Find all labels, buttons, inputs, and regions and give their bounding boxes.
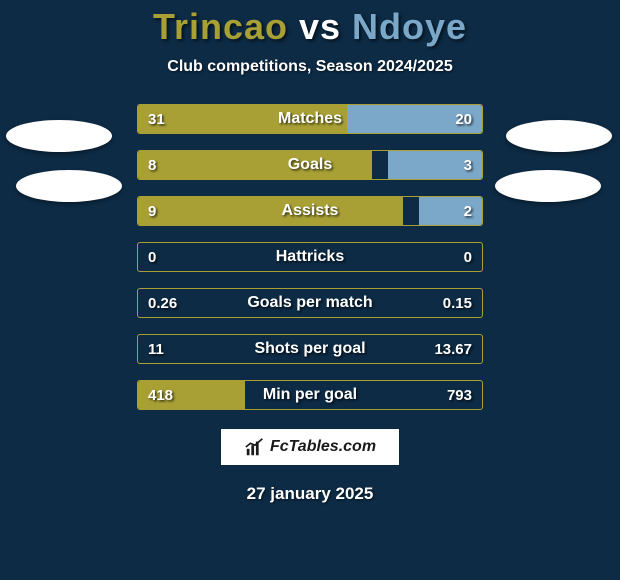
stat-value-left: 9 — [148, 197, 156, 225]
stat-value-left: 0 — [148, 243, 156, 271]
stat-value-right: 0 — [464, 243, 472, 271]
stat-value-right: 20 — [455, 105, 472, 133]
stat-row: 0.26 0.15Goals per match — [137, 288, 483, 318]
stat-row: 0 0Hattricks — [137, 242, 483, 272]
bar-left — [138, 105, 347, 133]
stat-value-left: 418 — [148, 381, 173, 409]
bar-left — [138, 151, 372, 179]
stat-value-right: 793 — [447, 381, 472, 409]
stat-value-right: 13.67 — [434, 335, 472, 363]
stat-value-right: 3 — [464, 151, 472, 179]
stat-label: Hattricks — [138, 243, 482, 271]
title-player1: Trincao — [153, 6, 288, 47]
stat-row: 418793Min per goal — [137, 380, 483, 410]
title-player2: Ndoye — [352, 6, 467, 47]
stat-row: 92Assists — [137, 196, 483, 226]
logo-box[interactable]: FcTables.com — [220, 428, 400, 466]
stat-label: Goals per match — [138, 289, 482, 317]
stat-row: 11 13.67Shots per goal — [137, 334, 483, 364]
stat-value-left: 11 — [148, 335, 164, 363]
title-vs: vs — [288, 6, 352, 47]
stat-value-left: 31 — [148, 105, 165, 133]
logo-text: FcTables.com — [270, 438, 376, 456]
stats-container: 3120Matches83Goals92Assists00Hattricks0.… — [137, 104, 483, 410]
stat-value-left: 0.26 — [148, 289, 177, 317]
stat-value-left: 8 — [148, 151, 156, 179]
stat-value-right: 0.15 — [443, 289, 472, 317]
date: 27 january 2025 — [0, 484, 620, 504]
bar-right — [419, 197, 482, 225]
bar-chart-icon — [244, 436, 266, 458]
stat-row: 83Goals — [137, 150, 483, 180]
page-title: Trincao vs Ndoye — [0, 6, 620, 48]
avatar-placeholder — [16, 170, 122, 202]
stat-row: 3120Matches — [137, 104, 483, 134]
stat-value-right: 2 — [464, 197, 472, 225]
bar-left — [138, 197, 403, 225]
comparison-card: Trincao vs Ndoye Club competitions, Seas… — [0, 0, 620, 580]
avatar-placeholder — [495, 170, 601, 202]
subtitle: Club competitions, Season 2024/2025 — [0, 58, 620, 76]
stat-label: Shots per goal — [138, 335, 482, 363]
avatar-placeholder — [6, 120, 112, 152]
avatar-placeholder — [506, 120, 612, 152]
